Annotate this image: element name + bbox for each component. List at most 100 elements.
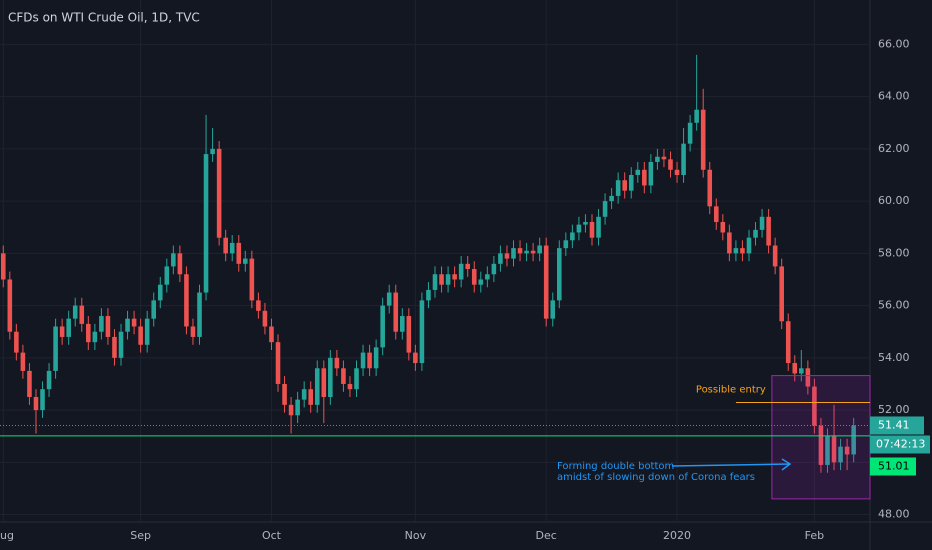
candle-body xyxy=(314,368,320,405)
candle-body xyxy=(556,248,562,301)
candles xyxy=(0,54,856,473)
candle-body xyxy=(530,250,536,254)
candle-body xyxy=(596,216,601,238)
candle-body xyxy=(615,180,621,196)
candle-body xyxy=(406,316,412,353)
candle-body xyxy=(262,310,268,327)
candle-body xyxy=(792,363,798,374)
zone-box xyxy=(771,375,871,500)
candle-body xyxy=(413,352,418,364)
candle-body xyxy=(498,253,503,264)
candle-body xyxy=(635,169,641,175)
candle-body xyxy=(432,274,438,290)
x-tick-label: Sep xyxy=(130,529,151,542)
candle-body xyxy=(53,326,58,371)
candle-body xyxy=(668,159,673,170)
candle-body xyxy=(171,253,176,267)
candle-body xyxy=(622,180,627,191)
candle-body xyxy=(125,318,130,332)
candle-body xyxy=(86,323,91,343)
candle-body xyxy=(308,389,314,405)
x-tick-label: Feb xyxy=(805,529,824,542)
y-tick-label: 60.00 xyxy=(878,194,910,207)
candle-body xyxy=(40,389,45,411)
candle-body xyxy=(419,300,425,364)
candle-body xyxy=(491,263,497,275)
candle-body xyxy=(609,195,614,202)
candle-body xyxy=(537,245,542,254)
candle-body xyxy=(14,331,19,353)
candle-body xyxy=(851,425,856,455)
candle-body xyxy=(164,266,170,285)
candle-body xyxy=(674,169,680,175)
note-text: amidst of slowing down of Corona fears xyxy=(557,472,755,483)
candle-body xyxy=(727,232,732,254)
candle-body xyxy=(720,222,726,233)
candle-body xyxy=(517,248,523,254)
candle-body xyxy=(707,169,713,207)
candle-body xyxy=(779,266,784,322)
candle-body xyxy=(485,274,490,280)
candle-body xyxy=(210,148,215,155)
candle-body xyxy=(46,370,52,390)
candle-body xyxy=(177,253,183,275)
candle-body xyxy=(157,284,163,301)
y-tick-label: 66.00 xyxy=(878,37,910,50)
x-tick-label: Nov xyxy=(405,529,427,542)
candle-body xyxy=(687,122,693,144)
candle-body xyxy=(700,109,706,170)
y-tick-label: 56.00 xyxy=(878,299,910,312)
candle-body xyxy=(190,326,196,337)
candle-body xyxy=(766,216,771,246)
y-tick-label: 54.00 xyxy=(878,351,910,364)
candle-body xyxy=(452,274,457,280)
candle-body xyxy=(805,368,811,387)
candle-body xyxy=(504,253,510,259)
entry-label: Possible entry xyxy=(696,385,766,396)
candle-body xyxy=(321,368,327,398)
candle-body xyxy=(112,336,117,358)
candle-body xyxy=(79,305,85,324)
x-tick-label: 2020 xyxy=(663,529,691,542)
candle-body xyxy=(301,389,307,400)
candle-body xyxy=(7,279,13,332)
candle-body xyxy=(282,383,287,405)
candle-body xyxy=(334,357,340,369)
candle-body xyxy=(661,156,667,160)
candle-body xyxy=(812,386,817,426)
candle-body xyxy=(681,143,686,175)
drawings: Possible entry Forming double bottomamids… xyxy=(0,375,871,500)
candle-body xyxy=(844,446,850,455)
candle-body xyxy=(59,326,65,337)
x-tick-label: Dec xyxy=(536,529,557,542)
candle-body xyxy=(713,206,719,223)
note-text: Forming double bottom xyxy=(557,461,674,472)
candle-body xyxy=(33,397,39,411)
candle-body xyxy=(288,404,294,416)
candle-body xyxy=(825,436,830,465)
candle-body xyxy=(740,248,745,254)
candle-body xyxy=(341,368,346,384)
countdown-label: 07:42:13 xyxy=(876,437,925,450)
candle-body xyxy=(478,279,484,285)
note-arrow xyxy=(671,458,792,471)
candle-body xyxy=(602,201,608,217)
candle-body xyxy=(831,436,837,463)
candle-body xyxy=(511,248,516,259)
candle-body xyxy=(563,240,569,249)
candle-body xyxy=(66,318,71,337)
candle-body xyxy=(373,347,379,369)
candle-body xyxy=(256,300,261,311)
candle-body xyxy=(27,370,32,398)
candle-body xyxy=(785,321,791,364)
candle-body xyxy=(759,216,765,230)
x-tick-label: Oct xyxy=(262,529,282,542)
candle-body xyxy=(118,331,124,358)
candle-body xyxy=(753,229,758,238)
candle-body xyxy=(648,161,654,186)
y-tick-label: 48.00 xyxy=(878,508,910,521)
candle-body xyxy=(655,156,660,162)
candle-body xyxy=(583,222,588,225)
candle-body xyxy=(471,269,477,285)
